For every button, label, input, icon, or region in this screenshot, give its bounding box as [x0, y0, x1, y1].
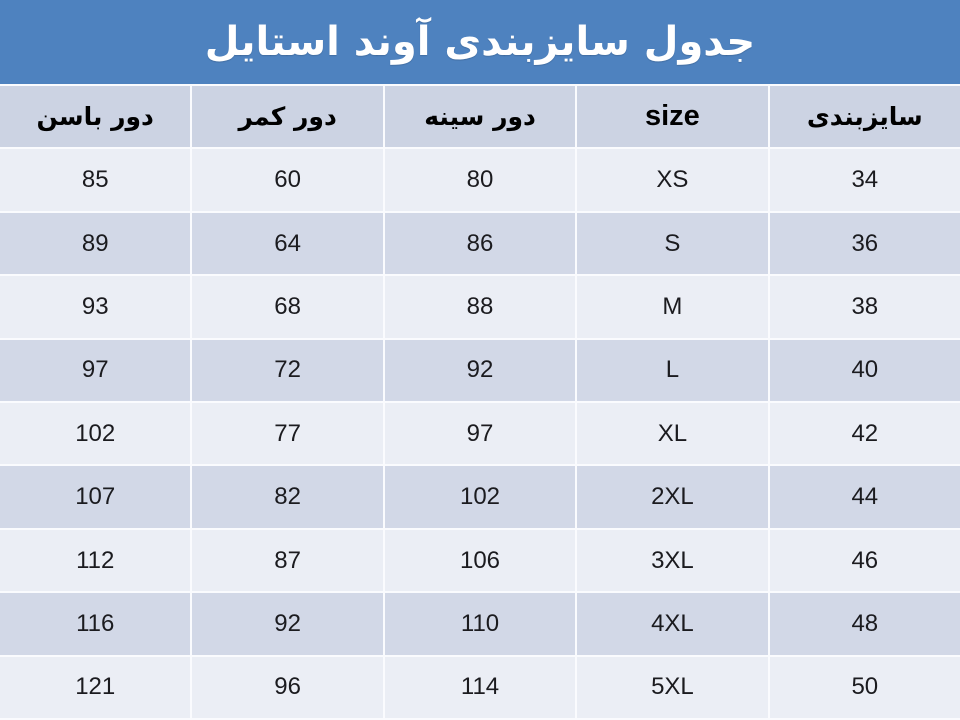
- table-cell: 46: [769, 529, 960, 592]
- header-cell-waist: دور کمر: [192, 86, 383, 148]
- table-cell: 107: [0, 466, 191, 528]
- table-cell: 40: [769, 339, 960, 402]
- table-cell: 97: [0, 339, 191, 402]
- table-cell: 112: [0, 529, 191, 592]
- table-cell: 4XL: [577, 593, 768, 655]
- table-header-row: سایزبندی size دور سینه دور کمر دور باسن: [0, 86, 960, 148]
- table-cell: 116: [0, 593, 191, 655]
- table-cell: 38: [769, 276, 960, 338]
- table-cell: 42: [769, 403, 960, 465]
- table-cell: 102: [384, 466, 576, 528]
- table-cell: 93: [0, 276, 191, 338]
- page-title: جدول سایزبندی آوند استایل: [204, 19, 756, 65]
- table-cell: 60: [192, 149, 383, 211]
- title-banner: جدول سایزبندی آوند استایل: [0, 0, 960, 84]
- table-cell: 2XL: [577, 466, 768, 528]
- table-cell: 88: [384, 276, 576, 338]
- table-cell: 34: [769, 149, 960, 211]
- table-cell: 5XL: [577, 656, 768, 719]
- table-cell: L: [577, 339, 768, 402]
- table-cell: 85: [0, 149, 191, 211]
- table-cell: 89: [0, 212, 191, 275]
- table-cell: XS: [577, 149, 768, 211]
- table-cell: 68: [192, 276, 383, 338]
- table-cell: M: [577, 276, 768, 338]
- table-row: 38 M 88 68 93: [0, 276, 960, 338]
- table-cell: 82: [192, 466, 383, 528]
- table-cell: 80: [384, 149, 576, 211]
- table-cell: 110: [384, 593, 576, 655]
- header-cell-size: size: [577, 86, 768, 148]
- table-row: 50 5XL 114 96 121: [0, 656, 960, 719]
- header-cell-sizing: سایزبندی: [769, 86, 960, 148]
- table-cell: 106: [384, 529, 576, 592]
- table-row: 34 XS 80 60 85: [0, 149, 960, 211]
- table-cell: S: [577, 212, 768, 275]
- table-cell: 77: [192, 403, 383, 465]
- table-row: 48 4XL 110 92 116: [0, 593, 960, 655]
- table-cell: 72: [192, 339, 383, 402]
- table-cell: 50: [769, 656, 960, 719]
- size-table: سایزبندی size دور سینه دور کمر دور باسن …: [0, 84, 960, 720]
- table-cell: XL: [577, 403, 768, 465]
- table-row: 36 S 86 64 89: [0, 212, 960, 275]
- table-cell: 86: [384, 212, 576, 275]
- table-cell: 44: [769, 466, 960, 528]
- table-cell: 121: [0, 656, 191, 719]
- table-cell: 36: [769, 212, 960, 275]
- table-cell: 92: [384, 339, 576, 402]
- table-cell: 87: [192, 529, 383, 592]
- table-cell: 96: [192, 656, 383, 719]
- table-row: 42 XL 97 77 102: [0, 403, 960, 465]
- table-row: 44 2XL 102 82 107: [0, 466, 960, 528]
- header-cell-hip: دور باسن: [0, 86, 191, 148]
- table-cell: 97: [384, 403, 576, 465]
- table-cell: 114: [384, 656, 576, 719]
- header-cell-chest: دور سینه: [384, 86, 576, 148]
- table-cell: 64: [192, 212, 383, 275]
- table-cell: 102: [0, 403, 191, 465]
- table-cell: 92: [192, 593, 383, 655]
- table-row: 46 3XL 106 87 112: [0, 529, 960, 592]
- table-row: 40 L 92 72 97: [0, 339, 960, 402]
- table-cell: 48: [769, 593, 960, 655]
- table-cell: 3XL: [577, 529, 768, 592]
